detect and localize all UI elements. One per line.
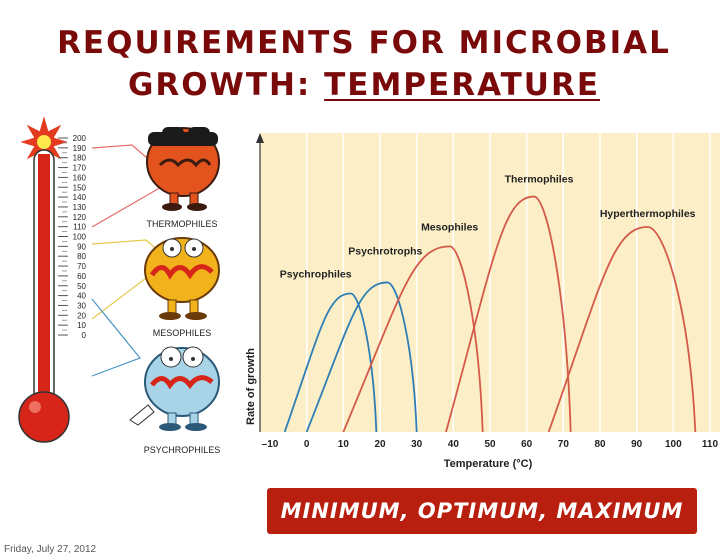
thermometer-scale-label: 130	[73, 203, 87, 212]
x-tick-label: 0	[304, 439, 310, 450]
x-tick-label: 20	[374, 439, 386, 450]
x-axis-label: Temperature (°C)	[444, 458, 533, 470]
thermometer-scale-label: 160	[73, 173, 87, 182]
thermometer-mercury	[38, 154, 50, 404]
curve-mesophiles	[342, 245, 484, 433]
title-line-1: REQUIREMENTS FOR MICROBIAL	[57, 25, 671, 61]
x-tick-label: 70	[558, 439, 570, 450]
x-tick-label: 80	[594, 439, 606, 450]
thermometer-scale-label: 200	[73, 134, 87, 143]
x-tick-label: 10	[338, 439, 350, 450]
label-psychrophiles: PSYCHROPHILES	[144, 445, 221, 455]
title-line-2-prefix: GROWTH:	[127, 67, 325, 103]
thermometer-scale-label: 40	[77, 292, 86, 301]
min-opt-max-banner: MINIMUM, OPTIMUM, MAXIMUM	[267, 488, 697, 534]
x-tick-label: 100	[665, 439, 682, 450]
curve-label-psychrotrophs: Psychrotrophs	[348, 245, 422, 257]
y-axis-label: Rate of growth	[245, 348, 257, 425]
thermometer-scale-label: 110	[73, 223, 86, 232]
thermophile-microbe	[146, 127, 220, 211]
curve-label-thermophiles: Thermophiles	[505, 174, 574, 186]
thermometer-illustration: 2001901801701601501401301201101009080706…	[18, 116, 221, 455]
thermometer-scale-label: 0	[82, 331, 87, 340]
curve-thermophiles	[445, 195, 572, 433]
x-tick-label: 50	[484, 439, 496, 450]
curve-hyperthermophiles	[547, 226, 697, 433]
x-tick-label: 90	[631, 439, 643, 450]
thermometer-scale-label: 70	[77, 262, 86, 271]
label-mesophiles: MESOPHILES	[153, 328, 212, 338]
y-axis-arrow-icon	[256, 133, 264, 143]
growth-temperature-chart: Rate of growth –10 0 10 20 30 40 50 60 70 80 90 100…	[245, 133, 720, 470]
x-tick-label: 60	[521, 439, 533, 450]
thermometer-scale-label: 100	[73, 233, 87, 242]
thermometer-scale-label: 60	[77, 272, 86, 281]
title-line-2-underlined: TEMPERATURE	[324, 67, 601, 103]
thermometer-scale-label: 10	[77, 321, 86, 330]
curve-psychrotrophs	[305, 281, 418, 433]
slide-title: REQUIREMENTS FOR MICROBIAL GROWTH: TEMPE…	[0, 22, 728, 106]
thermometer-scale-label: 190	[73, 144, 87, 153]
curve-label-mesophiles: Mesophiles	[421, 221, 478, 233]
thermometer-scale-label: 140	[73, 193, 87, 202]
x-tick-label: 40	[448, 439, 460, 450]
thermometer-scale-label: 150	[73, 183, 87, 192]
growth-curves: Psychrophiles Psychrotrophs Mesophiles Ther…	[280, 174, 697, 433]
curve-label-hyperthermophiles: Hyperthermophiles	[600, 208, 696, 220]
x-tick-label: 110	[702, 439, 719, 450]
thermometer-scale-label: 120	[73, 213, 87, 222]
plot-gridlines	[305, 133, 711, 432]
thermometer-scale: 2001901801701601501401301201101009080706…	[58, 134, 87, 340]
mesophile-microbe	[144, 237, 220, 320]
x-tick-label: 30	[411, 439, 423, 450]
banner-text: MINIMUM, OPTIMUM, MAXIMUM	[280, 499, 684, 523]
slide-date: Friday, July 27, 2012	[4, 544, 97, 555]
label-thermophiles: THERMOPHILES	[146, 219, 217, 229]
connector-psychrophiles	[91, 298, 141, 377]
thermometer-scale-label: 50	[77, 282, 86, 291]
psychrophile-microbe	[129, 346, 220, 431]
thermometer-scale-label: 30	[77, 301, 86, 310]
thermometer-scale-label: 80	[77, 252, 86, 261]
thermometer-bulb	[18, 391, 70, 443]
thermometer-scale-label: 180	[73, 154, 87, 163]
x-tick-label: –10	[262, 439, 279, 450]
thermometer-scale-label: 20	[77, 311, 86, 320]
thermometer-scale-label: 90	[77, 242, 86, 251]
curve-label-psychrophiles: Psychrophiles	[280, 269, 352, 281]
thermometer-scale-label: 170	[73, 164, 87, 173]
x-tick-labels: –10 0 10 20 30 40 50 60 70 80 90 100 110	[262, 439, 719, 450]
